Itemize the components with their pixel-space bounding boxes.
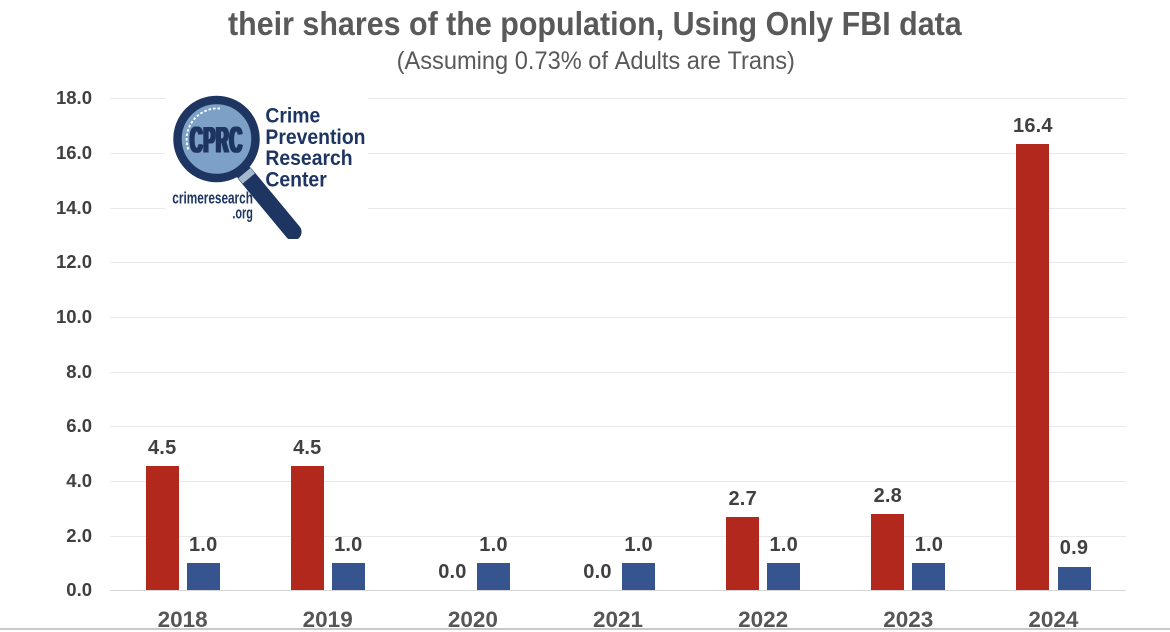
- svg-text:.org: .org: [232, 203, 253, 222]
- svg-text:crimeresearch: crimeresearch: [172, 190, 253, 208]
- svg-text:Prevention: Prevention: [265, 126, 365, 149]
- svg-text:Center: Center: [265, 169, 326, 192]
- svg-text:CPRC: CPRC: [191, 121, 244, 162]
- svg-text:Research: Research: [265, 148, 352, 171]
- svg-text:CPRC: CPRC: [190, 121, 243, 162]
- svg-text:Crime: Crime: [265, 105, 320, 128]
- svg-text:CPRC: CPRC: [189, 121, 242, 162]
